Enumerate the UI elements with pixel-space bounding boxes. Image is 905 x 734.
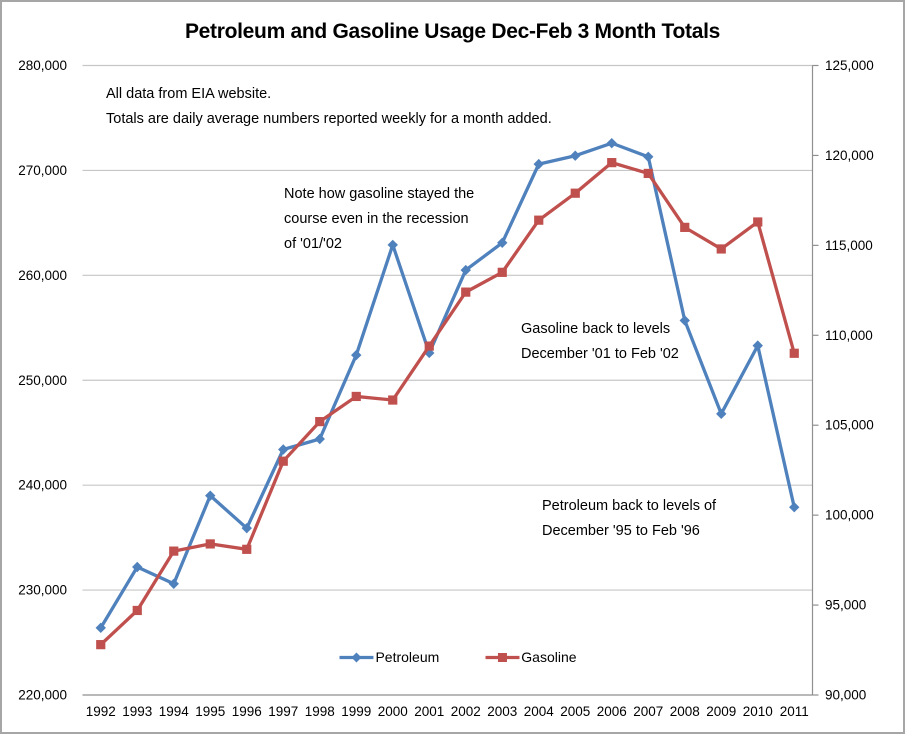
petroleum-point-1998	[314, 433, 325, 445]
x-axis-tick-label: 2007	[633, 704, 663, 719]
gasoline-point-1999	[351, 391, 361, 402]
x-axis-tick-label: 2005	[560, 704, 590, 719]
gasoline-point-1992	[96, 640, 106, 650]
x-axis-tick-label: 1999	[341, 704, 371, 719]
x-axis-tick-label: 1996	[232, 704, 262, 719]
petroleum-point-2006	[606, 137, 617, 149]
gasoline-point-1997	[278, 456, 288, 466]
petroleum-point-2005	[570, 150, 581, 161]
annotation-recession-note: Note how gasoline stayed the course even…	[284, 186, 475, 252]
gasoline-point-2008	[680, 222, 690, 232]
left-axis-tick-label: 280,000	[18, 58, 67, 73]
x-axis-tick-label: 2001	[414, 704, 444, 719]
petroleum-point-2009	[716, 408, 727, 420]
x-axis-tick-label: 1995	[195, 704, 225, 719]
gasoline-point-2000	[388, 395, 398, 405]
petroleum-point-1996	[241, 522, 252, 534]
annotation-data-source: All data from EIA website. Totals are da…	[106, 86, 552, 127]
right-axis-tick-label: 125,000	[825, 58, 874, 73]
x-axis-tick-label: 2009	[706, 704, 736, 719]
left-axis-tick-label: 250,000	[18, 373, 67, 388]
petroleum-line-marker-icon	[339, 652, 374, 662]
right-axis-tick-label: 120,000	[825, 148, 874, 163]
gasoline-point-2004	[534, 215, 544, 225]
x-axis-tick-label: 1993	[122, 704, 152, 719]
petroleum-point-2008	[679, 315, 690, 326]
x-axis-tick-label: 2010	[743, 704, 773, 719]
gasoline-point-2007	[643, 168, 653, 179]
x-axis-tick-label: 2004	[524, 704, 555, 719]
left-axis-tick-label: 230,000	[18, 583, 67, 598]
gasoline-point-1996	[242, 544, 252, 554]
legend: Petroleum Gasoline	[339, 649, 577, 665]
petroleum-point-2000	[387, 239, 398, 251]
gasoline-point-2010	[753, 217, 763, 227]
gasoline-point-2002	[461, 287, 471, 297]
gasoline-point-2006	[607, 158, 617, 168]
gasoline-point-1993	[132, 605, 142, 616]
annotation-gasoline-levels: Gasoline back to levels December '01 to …	[521, 321, 679, 362]
x-axis-tick-label: 2002	[451, 704, 481, 719]
petroleum-point-1997	[278, 444, 289, 455]
legend-item-petroleum: Petroleum	[339, 649, 439, 665]
petroleum-point-1992	[95, 622, 106, 634]
left-axis-tick-label: 240,000	[18, 478, 67, 493]
gasoline-point-1994	[169, 546, 179, 556]
legend-label-petroleum: Petroleum	[375, 649, 440, 665]
gasoline-line-marker-icon	[485, 652, 520, 662]
x-axis-tick-label: 2008	[670, 704, 700, 719]
x-axis-tick-label: 1997	[268, 704, 298, 719]
x-axis-tick-label: 1994	[159, 704, 190, 719]
petroleum-point-1994	[168, 578, 179, 589]
x-axis-tick-label: 1992	[86, 704, 116, 719]
annotation-petroleum-levels: Petroleum back to levels of December '95…	[542, 498, 717, 539]
petroleum-point-1999	[351, 349, 362, 361]
x-axis-tick-label: 1998	[305, 704, 335, 719]
right-axis-tick-label: 100,000	[825, 508, 874, 523]
right-axis-tick-label: 95,000	[825, 598, 866, 613]
gasoline-line	[99, 160, 796, 647]
gasoline-point-2003	[497, 267, 507, 277]
gasoline-point-1995	[205, 539, 215, 549]
x-axis-tick-label: 2006	[597, 704, 627, 719]
petroleum-point-2007	[643, 151, 654, 162]
gasoline-point-2009	[716, 244, 726, 254]
x-axis-tick-label: 2000	[378, 704, 408, 719]
left-axis-tick-label: 220,000	[18, 688, 67, 703]
right-axis-tick-label: 115,000	[825, 238, 873, 253]
legend-item-gasoline: Gasoline	[485, 649, 577, 665]
gasoline-point-1998	[315, 417, 325, 427]
petroleum-point-2011	[789, 501, 800, 513]
petroleum-line	[99, 141, 796, 630]
x-axis-tick-label: 2011	[780, 704, 809, 719]
gasoline-point-2005	[570, 188, 580, 198]
right-axis-tick-label: 105,000	[825, 418, 874, 433]
petroleum-point-1993	[132, 561, 143, 573]
legend-label-gasoline: Gasoline	[521, 649, 577, 665]
left-axis-tick-label: 260,000	[18, 268, 67, 283]
right-axis-tick-label: 90,000	[825, 688, 866, 703]
petroleum-point-1995	[205, 490, 216, 501]
gasoline-point-2001	[424, 341, 434, 351]
right-axis-tick-label: 110,000	[825, 328, 873, 343]
petroleum-point-2010	[752, 340, 763, 351]
petroleum-point-2003	[497, 237, 508, 249]
x-axis-tick-label: 2003	[487, 704, 517, 719]
petroleum-point-2004	[533, 158, 544, 170]
left-axis-tick-label: 270,000	[18, 163, 67, 178]
petroleum-point-2002	[460, 264, 471, 276]
gasoline-point-2011	[789, 348, 799, 358]
chart-title: Petroleum and Gasoline Usage Dec-Feb 3 M…	[184, 20, 721, 43]
